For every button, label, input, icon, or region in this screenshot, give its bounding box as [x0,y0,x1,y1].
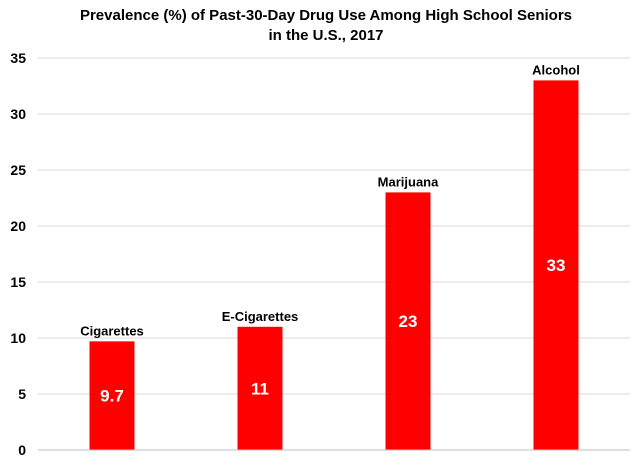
value-label: 11 [251,379,269,398]
y-axis: 0 5 10 15 20 25 30 35 [10,50,26,458]
y-tick-label: 10 [10,330,26,346]
chart-title-line-1: Prevalence (%) of Past-30-Day Drug Use A… [80,7,572,24]
category-label: Alcohol [532,62,580,77]
bars: Cigarettes 9.7 E-Cigarettes 11 Marijuana 23 Al… [80,62,580,451]
value-label: 23 [399,312,418,331]
category-label: Marijuana [378,174,439,189]
value-label: 9.7 [100,387,124,406]
bar-e-cigarettes [237,326,283,450]
bar-marijuana [385,192,431,450]
gridlines [38,57,630,395]
y-tick-label: 20 [10,218,26,234]
value-label: 33 [547,256,566,275]
category-label: E-Cigarettes [222,309,299,324]
y-tick-label: 30 [10,106,26,122]
y-tick-label: 5 [18,386,26,402]
bar-cigarettes [89,341,135,450]
chart-title-line-2: in the U.S., 2017 [268,27,383,44]
y-tick-label: 25 [10,162,26,178]
category-label: Cigarettes [80,323,144,338]
y-tick-label: 35 [10,50,26,66]
bar-alcohol [533,80,579,451]
y-tick-label: 0 [18,442,26,458]
y-tick-label: 15 [10,274,26,290]
